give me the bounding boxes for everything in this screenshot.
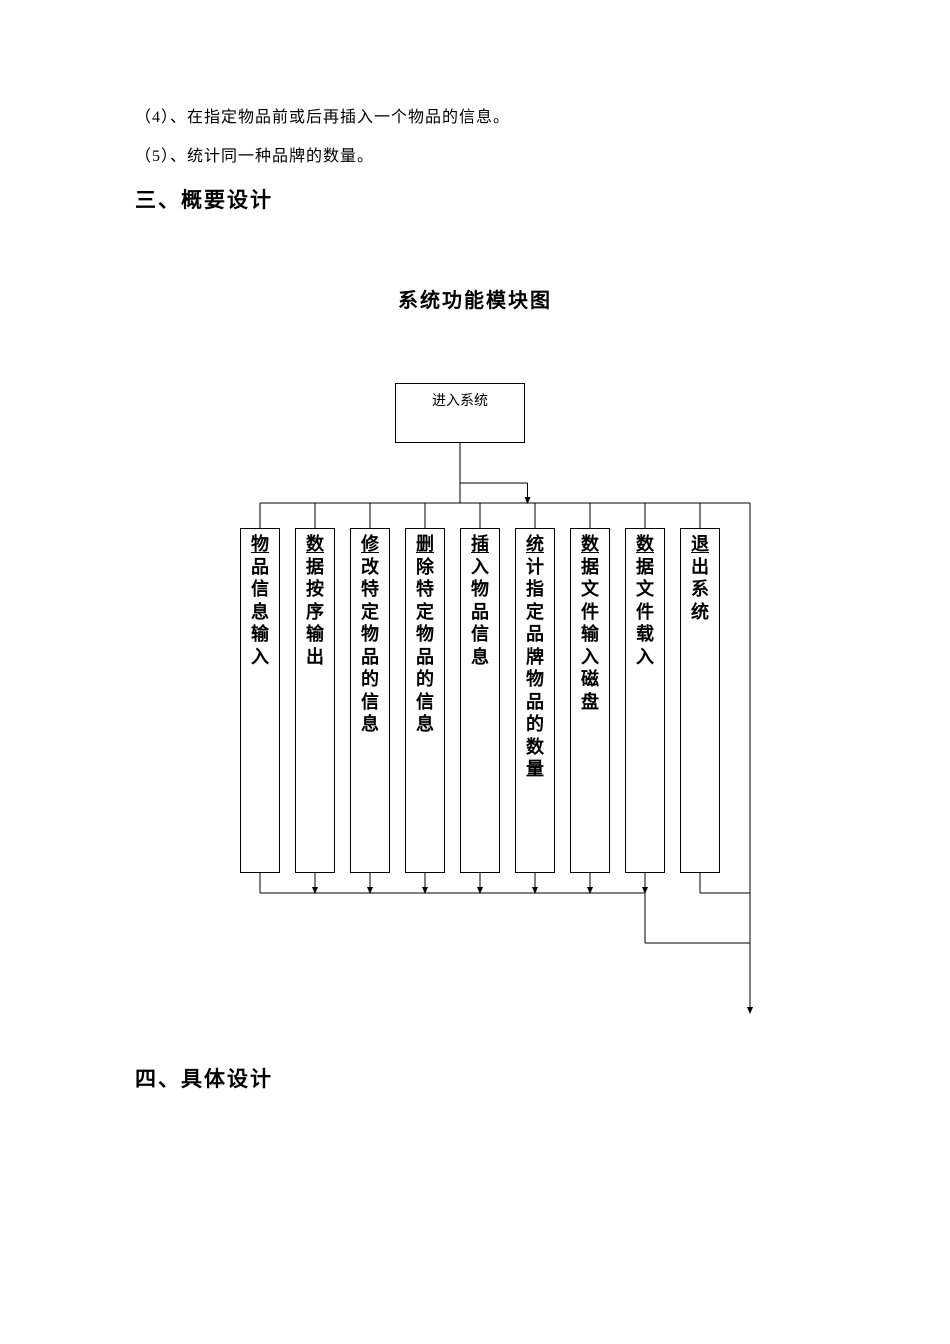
module-box-6: 数据文件输入磁盘 <box>570 528 610 873</box>
module-box-2: 修改特定物品的信息 <box>350 528 390 873</box>
module-box-4: 插入物品信息 <box>460 528 500 873</box>
module-box-1: 数据按序输出 <box>295 528 335 873</box>
module-box-5: 统计指定品牌物品的数量 <box>515 528 555 873</box>
root-node: 进入系统 <box>395 383 525 443</box>
list-item-5: （5）、统计同一种品牌的数量。 <box>135 139 815 174</box>
heading-section-4: 四、具体设计 <box>135 1063 815 1093</box>
module-box-0: 物品信息输入 <box>240 528 280 873</box>
module-box-3: 删除特定物品的信息 <box>405 528 445 873</box>
heading-section-3: 三、概要设计 <box>135 184 815 214</box>
figure-title: 系统功能模块图 <box>135 284 815 313</box>
module-box-7: 数据文件载入 <box>625 528 665 873</box>
module-box-8: 退出系统 <box>680 528 720 873</box>
module-diagram: 进入系统 物品信息输入数据按序输出修改特定物品的信息删除特定物品的信息插入物品信… <box>135 383 815 1033</box>
list-item-4: （4）、在指定物品前或后再插入一个物品的信息。 <box>135 100 815 135</box>
module-row: 物品信息输入数据按序输出修改特定物品的信息删除特定物品的信息插入物品信息统计指定… <box>240 528 800 878</box>
page: （4）、在指定物品前或后再插入一个物品的信息。 （5）、统计同一种品牌的数量。 … <box>0 0 950 1153</box>
